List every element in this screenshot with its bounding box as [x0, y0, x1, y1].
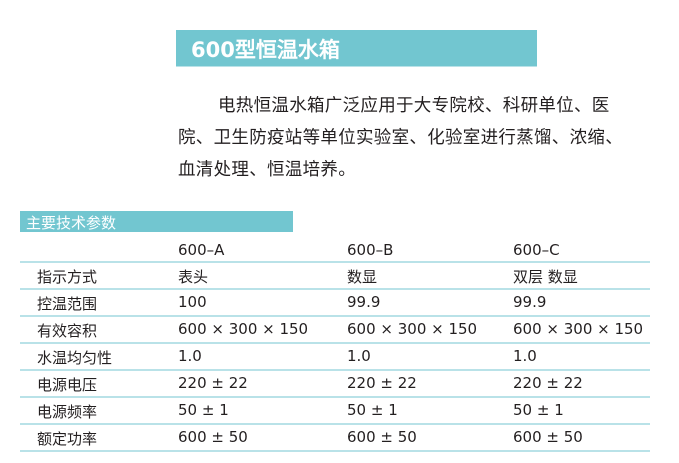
table-cell: 99.9: [513, 293, 547, 311]
table-cell: 1.0: [347, 347, 371, 365]
table-cell: 额定功率: [37, 430, 98, 448]
table-cell: 600 × 300 × 150: [178, 320, 309, 338]
table-row: 电源电压 220 ± 22 220 ± 22 220 ± 22: [20, 371, 650, 398]
section-title: 主要技术参数: [26, 214, 117, 232]
table-cell: 600–A: [178, 241, 225, 259]
table-cell: 1.0: [513, 347, 537, 365]
table-row: 有效容积 600 × 300 × 150 600 × 300 × 150 600 × …: [20, 317, 650, 344]
table-row: 电源频率 50 ± 1 50 ± 1 50 ± 1: [20, 398, 650, 425]
page-title: 600型恒温水箱: [191, 38, 340, 62]
description: 电热恒温水箱广泛应用于大专院校、科研单位、医院、卫生防疫站等单位实验室、化验室进…: [178, 96, 623, 180]
table-cell: 1.0: [178, 347, 202, 365]
table-cell: 数显: [347, 268, 378, 286]
table-cell: 220 ± 22: [178, 374, 248, 392]
table-cell: 50 ± 1: [513, 401, 564, 419]
table-cell: 控温范围: [37, 295, 98, 313]
table-cell: 600 × 300 × 150: [347, 320, 478, 338]
table-cell: 电源电压: [37, 376, 98, 394]
table-cell: 600–C: [513, 241, 560, 259]
table-cell: 220 ± 22: [347, 374, 417, 392]
table-row: 水温均匀性 1.0 1.0 1.0: [20, 344, 650, 371]
table-cell: 50 ± 1: [347, 401, 398, 419]
table-header-row: 600–A 600–B 600–C: [20, 238, 650, 263]
table-cell: 100: [178, 293, 207, 311]
table-cell: 电源频率: [37, 403, 98, 421]
section-bar: 主要技术参数: [20, 211, 293, 232]
table-cell: 220 ± 22: [513, 374, 583, 392]
table-cell: 600 ± 50: [178, 428, 248, 446]
spec-table: 600–A 600–B 600–C 指示方式 表头 数显 双层 数显控温范围 100 99.9 9…: [20, 238, 650, 452]
table-row: 指示方式 表头 数显 双层 数显: [20, 263, 650, 290]
title-bar: 600型恒温水箱: [176, 30, 537, 67]
table-cell: 水温均匀性: [37, 349, 113, 367]
table-row: 控温范围 100 99.9 99.9: [20, 290, 650, 317]
table-cell: 600 × 300 × 150: [513, 320, 644, 338]
table-cell: 600 ± 50: [513, 428, 583, 446]
table-cell: 50 ± 1: [178, 401, 229, 419]
table-cell: 99.9: [347, 293, 381, 311]
table-row: 额定功率 600 ± 50 600 ± 50 600 ± 50: [20, 425, 650, 452]
table-cell: 600 ± 50: [347, 428, 417, 446]
table-cell: 表头: [178, 268, 209, 286]
table-cell: 有效容积: [37, 322, 98, 340]
table-cell: 指示方式: [37, 268, 98, 286]
table-cell: 双层 数显: [513, 268, 578, 286]
table-cell: 600–B: [347, 241, 394, 259]
